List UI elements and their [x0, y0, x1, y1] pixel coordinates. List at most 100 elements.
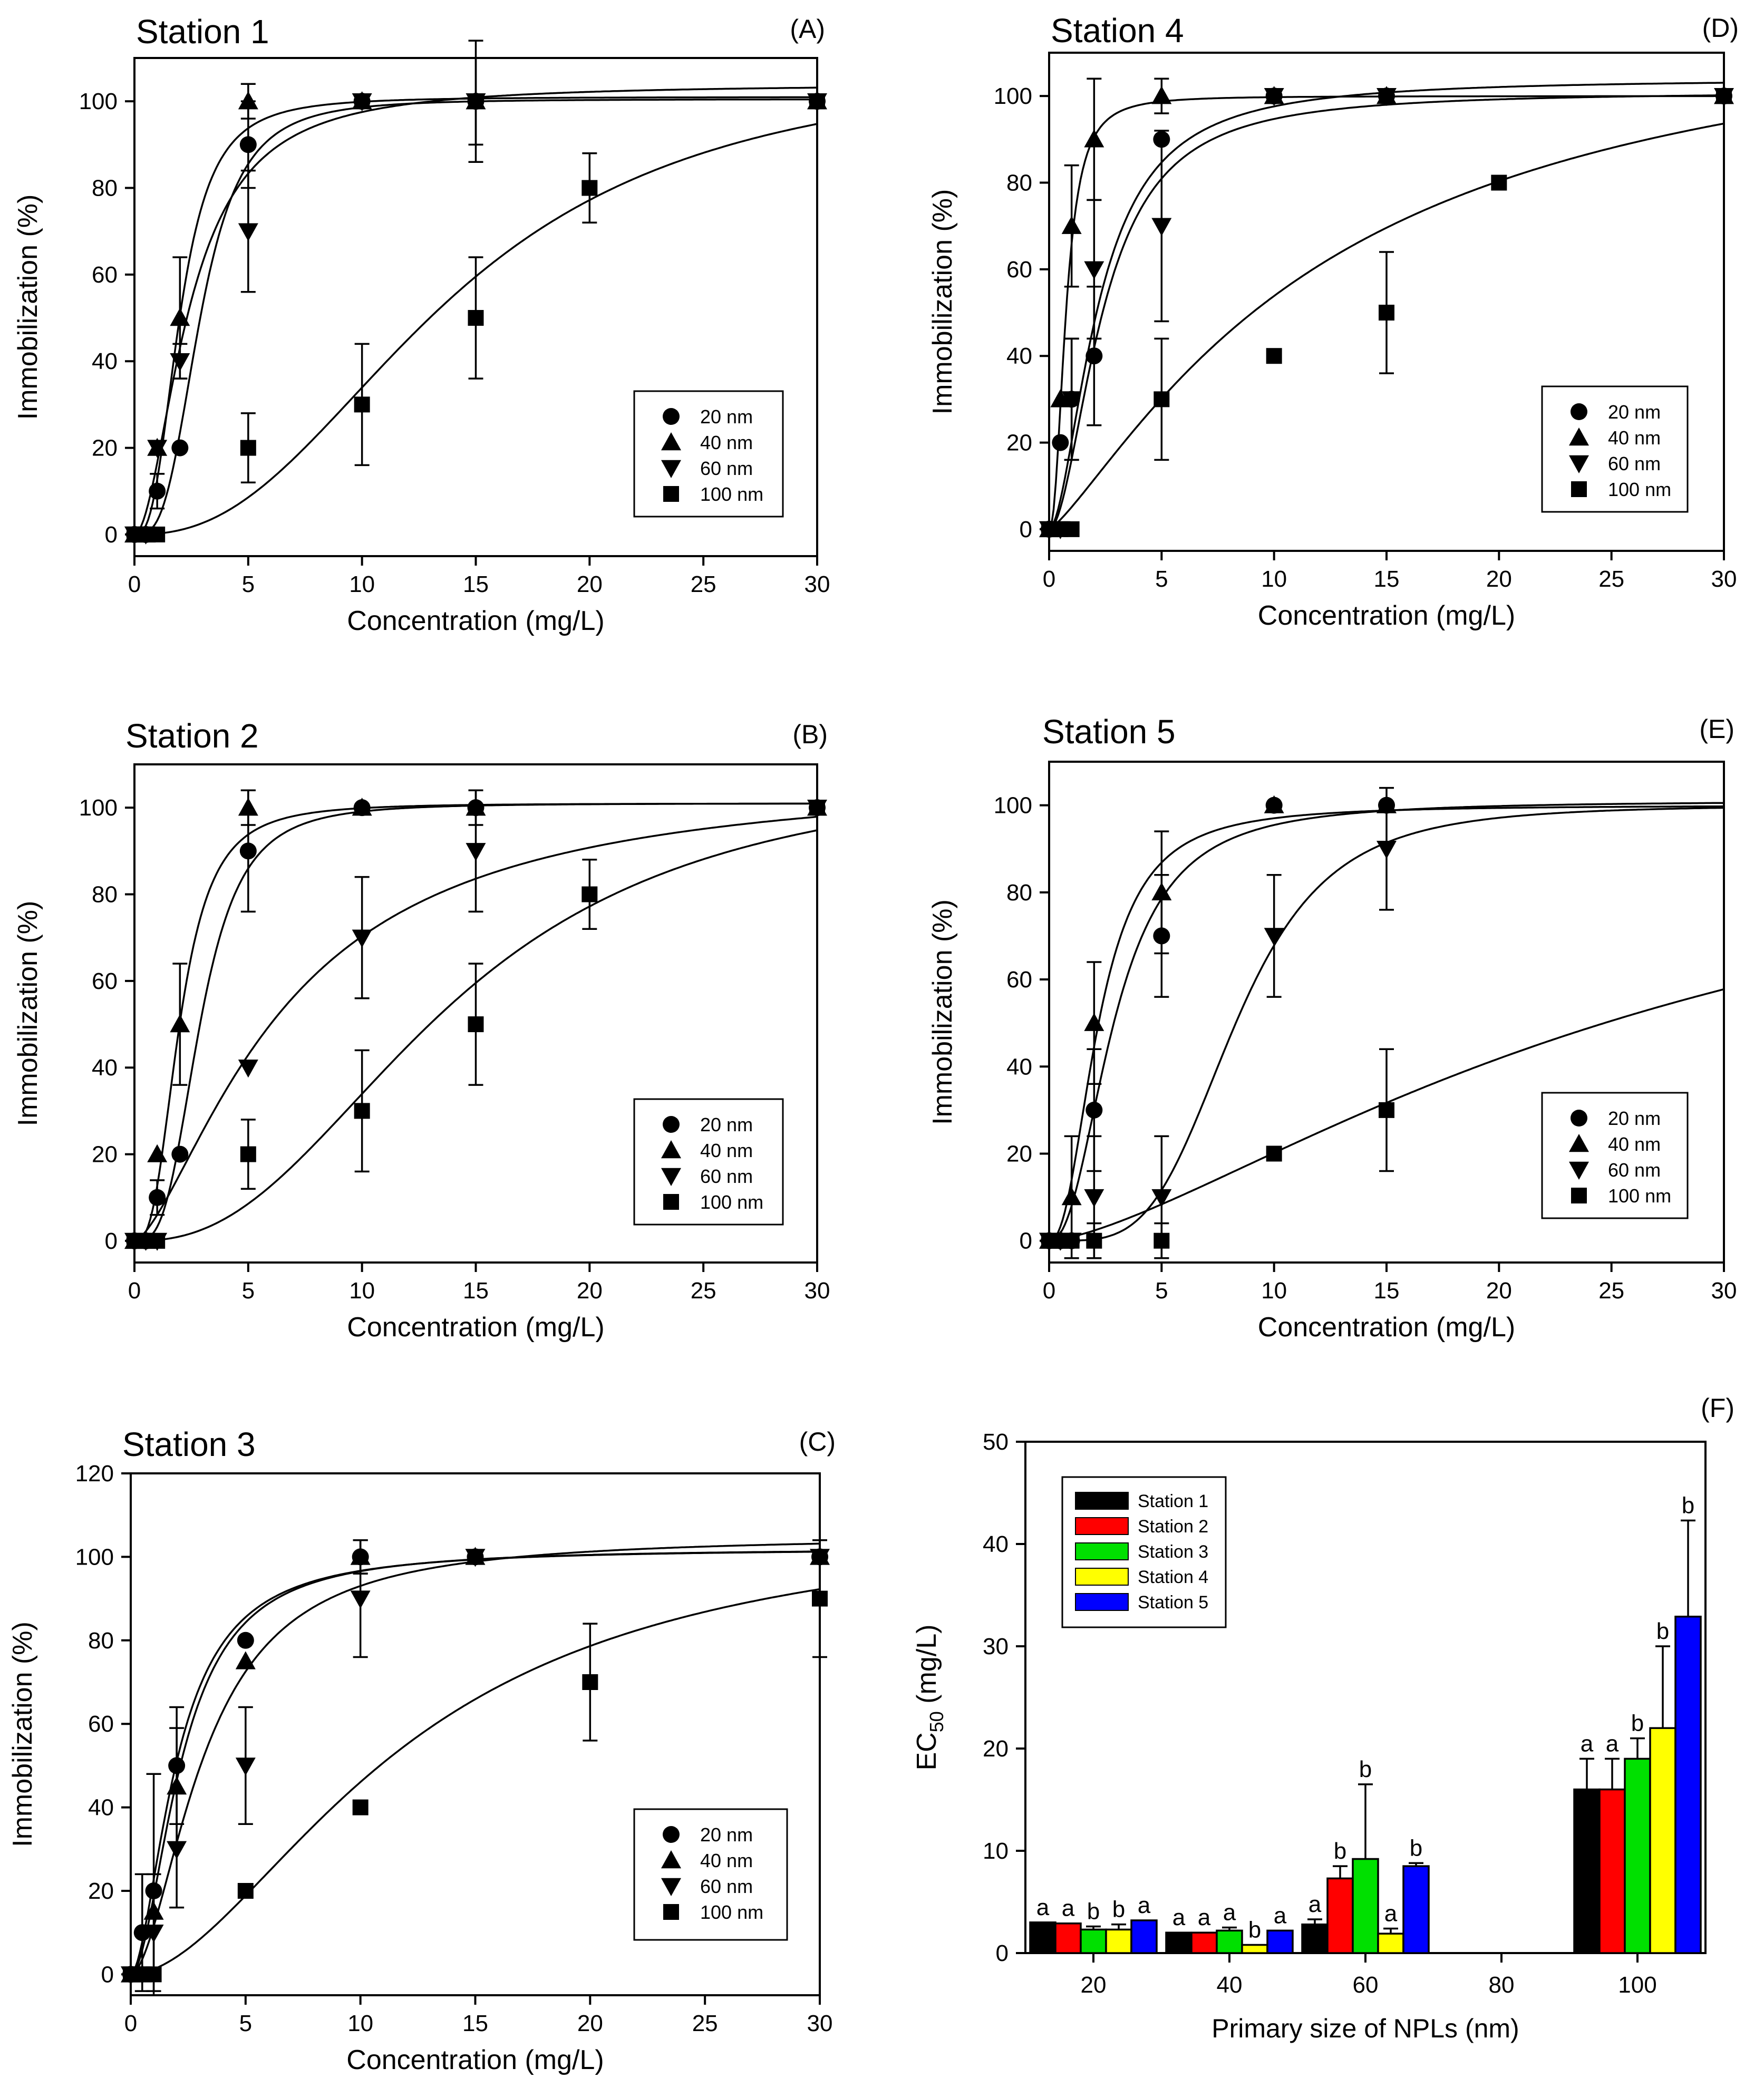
legend-marker [1571, 1188, 1587, 1203]
data-point-60-nm [167, 1841, 187, 1859]
legend-label: 60 nm [700, 458, 753, 479]
y-tick-label: 120 [75, 1461, 114, 1487]
data-point-100-nm [581, 886, 598, 902]
legend-label: 20 nm [1608, 401, 1661, 423]
data-point-60-nm [352, 93, 372, 112]
legend-marker [1569, 1134, 1589, 1152]
legend-marker [663, 486, 679, 502]
bar-station-3 [1080, 1928, 1107, 1954]
data-point-20-nm [239, 842, 257, 860]
x-tick-label: 30 [1711, 566, 1737, 592]
data-point-100-nm [1154, 1232, 1170, 1249]
significance-letter: a [1384, 1900, 1398, 1926]
data-point-40-nm [1084, 1013, 1104, 1031]
panel-b: (B) 0 20 40 60 80 100 Station 2 0 5 10 15 20 25 30 Conc… [13, 717, 830, 1343]
legend-marker [661, 1850, 681, 1869]
panel-c: (C) 0 20 40 60 80 100 120 Station 3 0 5 10 15 20 25 30 C… [7, 1425, 836, 2075]
y-axis-title: Immobilization (%) [927, 189, 958, 415]
bar-station-2 [1326, 1877, 1354, 1954]
bar-station-1 [1165, 1931, 1193, 1954]
legend-marker [1569, 455, 1589, 473]
significance-letter: b [1631, 1711, 1644, 1736]
data-point-100-nm [240, 1146, 256, 1162]
x-axis-title: Concentration (mg/L) [1258, 1312, 1515, 1343]
data-point-60-nm [465, 1549, 486, 1567]
x-tick-label: 0 [124, 2011, 137, 2036]
bar-station-5 [1674, 1615, 1702, 1954]
y-tick-label: 100 [994, 83, 1032, 109]
bar-station-2 [1190, 1931, 1218, 1954]
significance-letter: a [1138, 1892, 1151, 1918]
x-tick-label: 25 [692, 2011, 718, 2036]
y-tick-label: 40 [1006, 343, 1032, 369]
x-tick-label: 5 [242, 1278, 255, 1304]
legend-marker [661, 1168, 681, 1186]
bar-station-2 [1598, 1788, 1626, 1954]
data-point-100-nm [1154, 391, 1170, 407]
legend-label: 40 nm [1608, 427, 1661, 449]
legend-marker [663, 1826, 680, 1843]
data-point-100-nm [812, 1590, 828, 1607]
legend-swatch [1075, 1593, 1129, 1611]
data-point-100-nm [237, 1883, 254, 1899]
data-point-100-nm [354, 396, 370, 413]
data-point-20-nm [171, 1145, 189, 1163]
x-tick-label: 5 [242, 571, 255, 597]
data-point-40-nm [1050, 389, 1071, 407]
significance-letter: a [1036, 1895, 1050, 1920]
data-point-100-nm [582, 1674, 598, 1690]
y-axis-title: Immobilization (%) [927, 899, 958, 1125]
x-tick-label: 25 [691, 571, 716, 597]
data-point-100-nm [1716, 88, 1732, 104]
data-point-100-nm [1379, 305, 1394, 321]
panel-label: (D) [1702, 13, 1739, 43]
legend-marker [663, 408, 680, 425]
panel-label: (E) [1699, 714, 1734, 744]
data-point-60-nm [352, 929, 372, 948]
x-tick-label: 5 [1155, 1278, 1168, 1304]
legend-marker [661, 1878, 681, 1896]
y-axis-title: EC50 (mg/L) [912, 1625, 947, 1771]
data-point-100-nm [352, 1799, 369, 1815]
legend-label: 60 nm [700, 1876, 753, 1897]
data-point-100-nm [809, 93, 825, 110]
x-axis-title: Concentration (mg/L) [1258, 600, 1515, 631]
y-tick-label: 20 [92, 1142, 118, 1168]
legend-label: 20 nm [700, 1114, 753, 1135]
y-axis-title: Immobilization (%) [13, 901, 43, 1127]
bar-station-1 [1573, 1788, 1601, 1954]
legend-label: 20 nm [1608, 1108, 1661, 1129]
data-point-100-nm [1379, 1102, 1394, 1118]
data-point-100-nm [149, 1232, 166, 1249]
data-point-100-nm [581, 180, 598, 196]
legend-marker [663, 1194, 679, 1210]
legend: 20 nm 40 nm 60 nm 100 nm [1541, 385, 1689, 513]
legend-box [633, 390, 784, 518]
bar-station-3 [1624, 1757, 1651, 1954]
data-point-20-nm [149, 482, 166, 500]
legend-label: Station 4 [1138, 1567, 1208, 1587]
data-point-40-nm [1264, 795, 1284, 813]
x-tick-label: 30 [805, 571, 830, 597]
x-tick-label: 15 [1374, 566, 1400, 592]
legend-label: Station 5 [1138, 1593, 1208, 1613]
significance-letter: a [1309, 1891, 1322, 1917]
data-point-20-nm [1085, 1101, 1103, 1119]
x-tick-label: 5 [1155, 566, 1168, 592]
x-tick-label: 15 [462, 2011, 488, 2036]
data-point-20-nm [1085, 347, 1103, 365]
legend-swatch [1075, 1568, 1129, 1586]
y-tick-label: 80 [88, 1628, 114, 1654]
x-tick-label: 40 [1217, 1972, 1243, 1998]
data-point-100-nm [146, 1966, 162, 1983]
x-tick-label: 100 [1618, 1972, 1656, 1998]
data-point-60-nm [1061, 391, 1082, 410]
legend-label: 40 nm [700, 1140, 753, 1161]
legend-label: 100 nm [700, 483, 763, 505]
y-tick-label: 80 [92, 176, 118, 201]
significance-letter: b [1112, 1897, 1125, 1922]
y-tick-label: 60 [88, 1711, 114, 1737]
y-tick-label: 100 [79, 795, 118, 821]
legend-marker [663, 1116, 680, 1133]
legend-label: 100 nm [700, 1901, 763, 1923]
